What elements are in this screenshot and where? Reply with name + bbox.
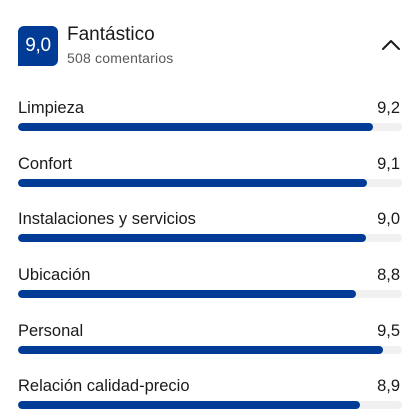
score-bar-fill (18, 290, 356, 299)
score-bar-track (18, 123, 402, 131)
score-bar-track (18, 401, 402, 410)
category-row: Personal 9,5 (18, 319, 402, 375)
category-row: Confort 9,1 (18, 152, 402, 208)
score-bar-track (18, 345, 402, 354)
score-bar-fill (18, 401, 360, 410)
category-label: Personal (18, 321, 84, 340)
summary-text: Fantástico 508 comentarios (67, 24, 174, 67)
category-scores-list: Limpieza 9,2 Confort 9,1 Instalaciones y… (18, 96, 402, 420)
score-bar-track (18, 290, 402, 299)
category-score: 9,5 (377, 321, 400, 340)
score-bar-fill (18, 178, 368, 187)
category-row: Relación calidad-precio 8,9 (18, 374, 402, 420)
category-score: 9,1 (377, 154, 400, 173)
score-bar-track (18, 178, 402, 187)
category-row: Instalaciones y servicios 9,0 (18, 207, 402, 263)
score-bar-track (18, 234, 402, 243)
rating-word: Fantástico (67, 24, 155, 45)
category-row: Limpieza 9,2 (18, 96, 402, 152)
category-score: 9,2 (377, 99, 400, 117)
score-bar-fill (18, 234, 366, 243)
review-summary-header[interactable]: 9,0 Fantástico 508 comentarios (18, 24, 402, 68)
score-bar-fill (18, 345, 383, 354)
category-row: Ubicación 8,8 (18, 263, 402, 319)
category-score: 9,0 (377, 210, 400, 229)
score-bar-fill (18, 123, 374, 131)
review-count: 508 comentarios (67, 50, 174, 66)
category-label: Relación calidad-precio (18, 377, 190, 396)
category-label: Limpieza (18, 99, 85, 117)
category-score: 8,9 (377, 377, 400, 396)
collapse-button[interactable] (378, 34, 404, 56)
category-label: Instalaciones y servicios (18, 210, 196, 229)
category-score: 8,8 (377, 266, 400, 285)
chevron-up-icon (382, 40, 400, 50)
category-label: Confort (18, 154, 73, 173)
category-label: Ubicación (18, 266, 91, 285)
score-badge: 9,0 (18, 26, 58, 66)
